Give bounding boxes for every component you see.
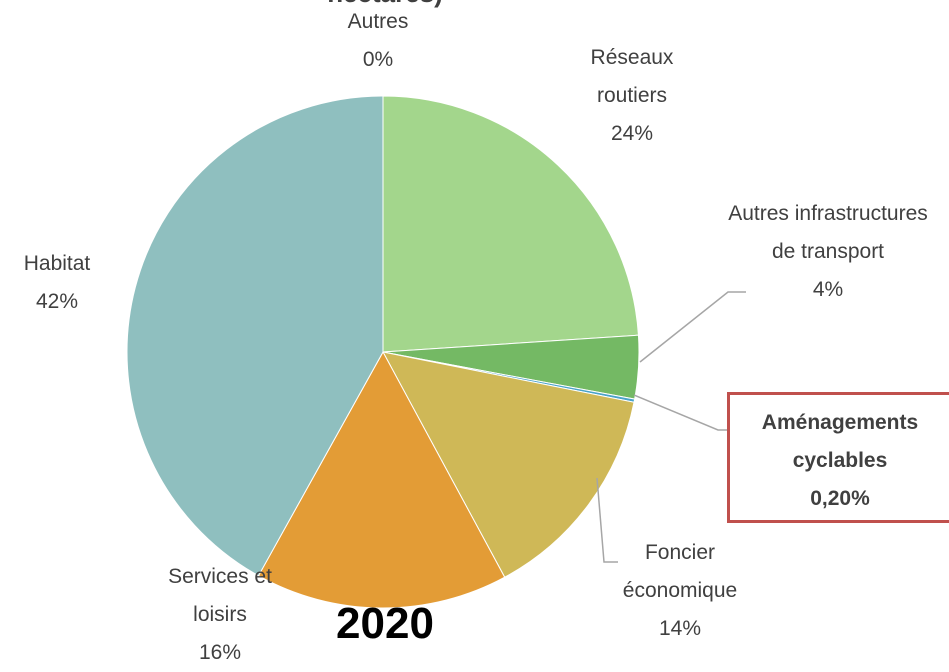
slice-label: Services et loisirs 16% <box>140 558 300 672</box>
slices <box>126 95 640 609</box>
slice-label: Habitat 42% <box>0 245 114 321</box>
value-label: 16% <box>198 641 242 664</box>
category-label: Aménagements cyclables <box>761 411 919 472</box>
slice-label: Autres infrastructures de transport 4% <box>718 195 938 309</box>
pie-slice <box>257 350 506 609</box>
value-label: 0% <box>362 48 394 71</box>
pie-slice <box>126 95 384 577</box>
highlight-box <box>727 392 949 523</box>
leader-line <box>633 394 727 431</box>
slice-label: Aménagements cyclables 0,20% <box>730 404 949 518</box>
category-label: Foncier économique <box>622 541 738 602</box>
annotation: 2020 <box>336 599 434 648</box>
value-label: 14% <box>658 617 702 640</box>
value-label: 42% <box>35 290 79 313</box>
category-label: Services et loisirs <box>168 565 272 626</box>
value-label: 24% <box>610 122 654 145</box>
slice-label: Autres 0% <box>318 3 438 79</box>
pie-slice <box>382 351 635 578</box>
leader-line <box>596 477 618 563</box>
category-label: Autres infrastructures de transport <box>728 202 928 263</box>
chart-title: hectares) <box>250 0 520 9</box>
value-label: 0,20% <box>810 487 870 510</box>
slice-label: Foncier économique 14% <box>605 534 755 648</box>
category-label: Réseaux routiers <box>590 46 674 107</box>
leader-line <box>639 291 746 363</box>
category-label: Autres <box>347 10 409 33</box>
slice-label: Réseaux routiers 24% <box>562 39 702 153</box>
value-label: 4% <box>812 278 844 301</box>
pie-slice <box>382 95 639 353</box>
category-label: Habitat <box>23 252 91 275</box>
